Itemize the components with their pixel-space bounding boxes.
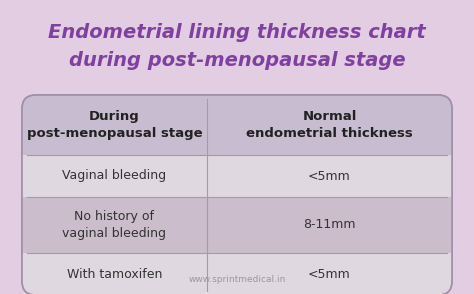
Text: Endometrial lining thickness chart: Endometrial lining thickness chart [48,23,426,41]
Bar [22,155,452,197]
FancyBboxPatch shape [22,253,452,294]
Text: www.sprintmedical.in: www.sprintmedical.in [188,275,286,285]
Bar [22,253,452,267]
Text: With tamoxifen: With tamoxifen [67,268,162,280]
Text: 8-11mm: 8-11mm [303,218,356,231]
Text: Normal
endometrial thickness: Normal endometrial thickness [246,110,413,140]
Text: During
post-menopausal stage: During post-menopausal stage [27,110,202,140]
FancyBboxPatch shape [22,95,452,294]
Text: No history of
vaginal bleeding: No history of vaginal bleeding [63,210,166,240]
Bar [22,197,452,253]
Text: <5mm: <5mm [308,268,351,280]
Text: Vaginal bleeding: Vaginal bleeding [63,170,166,183]
Text: during post-menopausal stage: during post-menopausal stage [69,51,405,69]
Bar [22,141,452,155]
Text: <5mm: <5mm [308,170,351,183]
FancyBboxPatch shape [22,95,452,155]
